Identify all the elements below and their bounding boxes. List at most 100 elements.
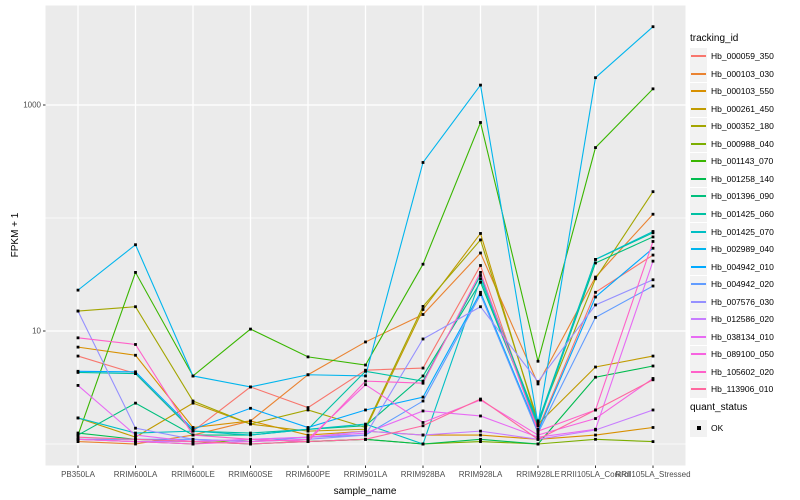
data-point xyxy=(421,262,425,266)
data-point xyxy=(536,421,540,424)
legend-key xyxy=(690,275,707,293)
quant-status-key xyxy=(690,419,707,437)
data-point xyxy=(421,374,425,378)
data-point xyxy=(594,295,597,299)
data-point xyxy=(536,359,540,363)
series-color-line-icon xyxy=(691,230,706,233)
legend-key xyxy=(690,293,707,311)
data-point xyxy=(306,429,310,433)
data-point xyxy=(249,442,252,446)
series-color-line-icon xyxy=(691,283,706,286)
data-point xyxy=(479,437,482,441)
x-tick-label: RRIM901LA xyxy=(343,470,388,479)
data-point xyxy=(421,379,425,383)
data-point xyxy=(651,284,655,288)
legend-item-label: Hb_012586_020 xyxy=(711,314,774,325)
data-point xyxy=(479,83,482,87)
data-point xyxy=(421,433,425,437)
data-point xyxy=(651,354,655,358)
data-point xyxy=(134,401,137,405)
data-point xyxy=(364,369,367,373)
legend-item-ok: OK xyxy=(690,419,723,437)
data-point xyxy=(536,424,540,428)
data-point xyxy=(594,146,597,149)
data-point xyxy=(651,378,655,382)
x-tick-label: RRII105LA_Control xyxy=(560,470,631,479)
x-axis-title: sample_name xyxy=(333,486,397,497)
data-point xyxy=(76,345,80,349)
data-point xyxy=(421,421,425,424)
data-point xyxy=(536,433,540,437)
legend-item-Hb_038134_010: Hb_038134_010 xyxy=(690,328,774,346)
legend-key xyxy=(690,82,707,100)
data-point xyxy=(134,271,137,274)
data-point xyxy=(651,278,655,282)
data-point xyxy=(76,440,80,444)
legend-item-Hb_000103_030: Hb_000103_030 xyxy=(690,65,774,83)
series-color-line-icon xyxy=(691,125,706,128)
data-point xyxy=(594,303,597,307)
legend-item-label: Hb_001396_090 xyxy=(711,191,774,202)
data-point xyxy=(421,313,425,316)
data-point xyxy=(594,76,597,80)
data-point xyxy=(134,372,137,375)
black-point-icon xyxy=(696,426,701,430)
data-point xyxy=(191,429,195,433)
legend-item-label: Hb_105602_020 xyxy=(711,366,774,377)
data-point xyxy=(651,440,655,444)
legend-key xyxy=(690,117,707,135)
x-tick-label: RRIM600PE xyxy=(285,470,331,479)
series-color-line-icon xyxy=(691,90,706,93)
data-point xyxy=(306,408,310,412)
data-point xyxy=(191,401,195,405)
data-point xyxy=(651,426,655,429)
data-point xyxy=(536,442,540,446)
data-point xyxy=(651,190,655,194)
data-point xyxy=(421,395,425,399)
data-point xyxy=(536,437,540,441)
legend-item-label: Hb_001425_060 xyxy=(711,208,774,219)
data-point xyxy=(421,337,425,341)
data-point xyxy=(134,437,137,441)
data-point xyxy=(651,240,655,243)
series-color-line-icon xyxy=(691,55,706,57)
data-point xyxy=(421,409,425,413)
data-point xyxy=(479,264,482,267)
data-point xyxy=(134,243,137,247)
legend-item-label: Hb_000352_180 xyxy=(711,121,774,132)
data-point xyxy=(249,406,252,410)
data-point xyxy=(364,426,367,429)
data-point xyxy=(249,327,252,331)
legend-item-label: Hb_001258_140 xyxy=(711,173,774,184)
legend-key xyxy=(690,240,707,258)
data-point xyxy=(364,437,367,441)
series-color-line-icon xyxy=(691,177,706,180)
data-point xyxy=(249,431,252,435)
legend-key xyxy=(690,135,707,153)
data-point xyxy=(249,440,252,444)
data-point xyxy=(134,305,137,309)
data-point xyxy=(421,399,425,403)
legend-item-Hb_001258_140: Hb_001258_140 xyxy=(690,170,774,188)
data-point xyxy=(651,230,655,233)
legend-item-label: Hb_038134_010 xyxy=(711,331,774,342)
data-point xyxy=(421,305,425,308)
legend-title-tracking-id: tracking_id xyxy=(690,33,739,44)
legend-item-Hb_113906_010: Hb_113906_010 xyxy=(690,380,773,398)
data-point xyxy=(134,440,137,444)
data-point xyxy=(651,25,655,29)
data-point xyxy=(249,433,252,437)
legend-item-Hb_000988_040: Hb_000988_040 xyxy=(690,135,774,153)
legend-item-label: Hb_001143_070 xyxy=(711,156,774,167)
legend-item-Hb_002989_040: Hb_002989_040 xyxy=(690,240,774,258)
series-color-line-icon xyxy=(691,265,706,268)
legend-key xyxy=(690,47,707,65)
data-point xyxy=(479,290,482,294)
data-point xyxy=(364,424,367,428)
data-point xyxy=(191,442,195,446)
legend-item-label: Hb_004942_020 xyxy=(711,279,774,290)
legend-item-label: OK xyxy=(711,423,724,433)
series-color-line-icon xyxy=(691,212,706,215)
data-point xyxy=(536,419,540,423)
